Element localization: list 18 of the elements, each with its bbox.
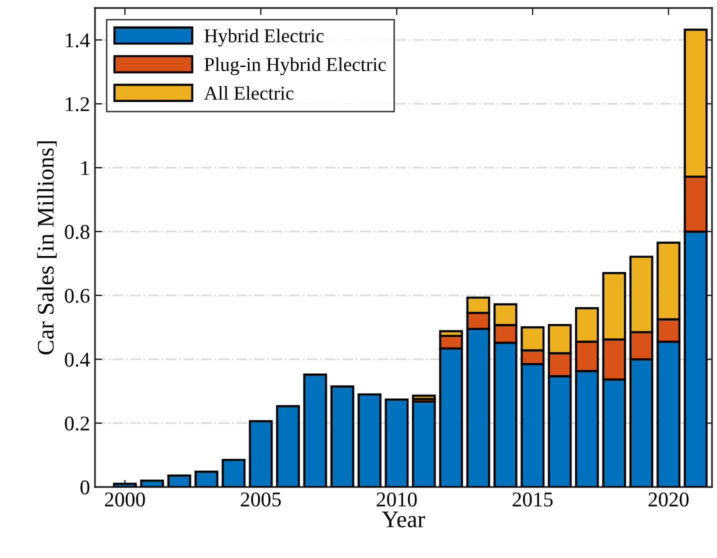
y-axis-title: Car Sales [in Millions] (37, 141, 57, 354)
x-tick-label: 2015 (512, 492, 553, 507)
legend-label: All Electric (204, 86, 294, 100)
x-tick-label: 2005 (240, 492, 281, 507)
y-tick-label: 0.8 (64, 224, 90, 240)
legend-label: Plug-in Hybrid Electric (204, 57, 386, 76)
y-tick-label: 0.4 (64, 352, 90, 367)
legend-label: Hybrid Electric (204, 28, 324, 46)
y-tick-label: 0 (80, 480, 90, 494)
y-tick-label: 0.2 (64, 416, 89, 431)
x-tick-label: 2010 (376, 492, 417, 507)
x-tick-label: 2020 (648, 492, 689, 507)
x-tick-label: 2000 (104, 492, 145, 507)
y-tick-label: 1.2 (66, 97, 89, 112)
y-tick-label: 1 (82, 161, 89, 175)
x-axis-title: Year (382, 512, 426, 528)
y-tick-label: 1.4 (66, 33, 90, 48)
y-tick-label: 0.6 (64, 288, 90, 303)
